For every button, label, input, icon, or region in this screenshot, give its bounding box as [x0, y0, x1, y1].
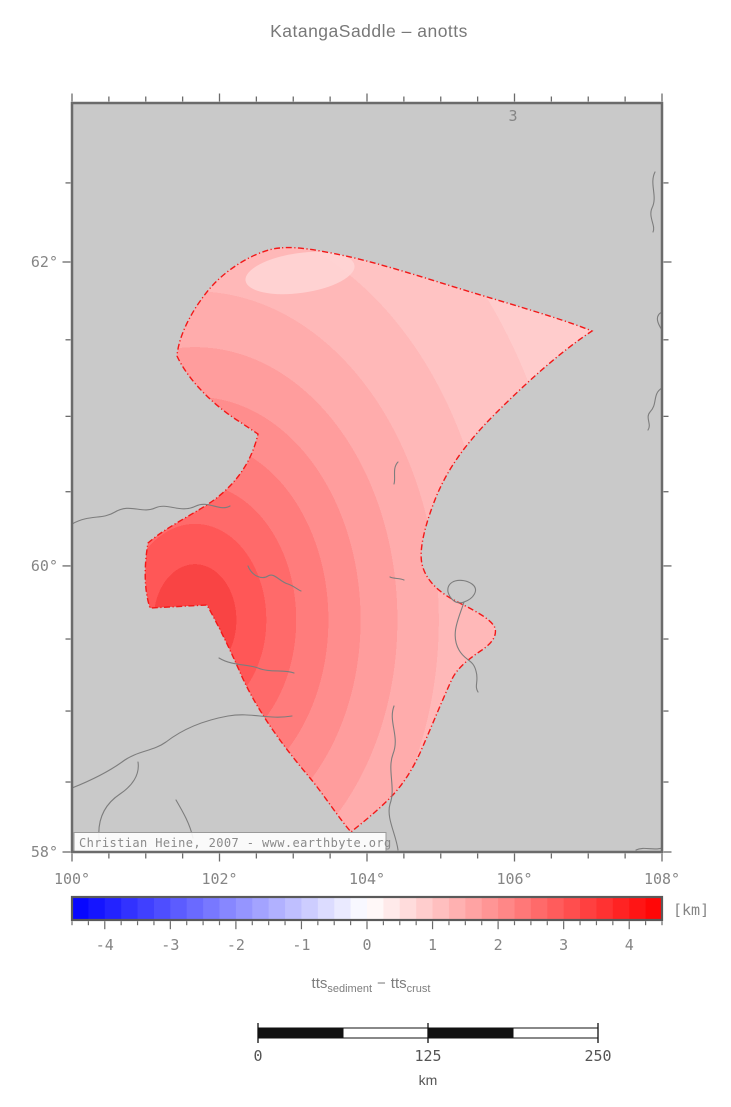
colorbar-cell: [629, 897, 647, 920]
colorbar-cell: [88, 897, 106, 920]
colorbar-cell: [72, 897, 89, 920]
colorbar-cell: [350, 897, 368, 920]
river-line: [72, 714, 293, 789]
lon-tick-label: 108°: [644, 870, 680, 888]
colorbar-cell: [530, 897, 548, 920]
axis-ticks: 100° 102° 104° 106° 108° 58° 60° 62°: [31, 93, 680, 888]
quantity-term1-sub: sediment: [327, 983, 372, 995]
scale-bar-segment: [427, 1027, 514, 1039]
colorbar-cell: [498, 897, 516, 920]
colorbar-cell: [481, 897, 499, 920]
colorbar-cell: [580, 897, 598, 920]
colorbar-cell: [235, 897, 253, 920]
colorbar-cell: [203, 897, 221, 920]
attribution-box: [73, 832, 387, 852]
river-line: [98, 761, 139, 847]
colorbar-frame: [70, 895, 664, 922]
colorbar-cell: [317, 897, 335, 920]
river-line: [650, 171, 656, 233]
colorbar-cell: [596, 897, 614, 920]
colorbar-tick-label: -2: [227, 936, 245, 954]
anomaly-region-outline: [144, 246, 594, 833]
river-line: [388, 705, 399, 851]
colorbar-tick-label: 0: [362, 936, 371, 954]
colorbar-ticks: [71, 921, 663, 930]
colorbar-cell: [547, 897, 565, 920]
colorbar-tick-label: 2: [494, 936, 503, 954]
colorbar-cell: [301, 897, 319, 920]
page-title: KatangaSaddle – anotts: [270, 21, 468, 41]
colorbar-cell: [399, 897, 417, 920]
scale-bar-label: 125: [414, 1047, 441, 1065]
river-line: [647, 387, 662, 431]
colorbar-cell: [219, 897, 237, 920]
colorbar-tick-label: -1: [292, 936, 310, 954]
colorbar-cell: [334, 897, 352, 920]
colorbar-cell: [448, 897, 466, 920]
colorbar-cell: [432, 897, 450, 920]
scale-bar-segment: [512, 1027, 599, 1039]
attribution-text: Christian Heine, 2007 - www.earthbyte.or…: [79, 836, 392, 850]
colorbar-cell: [252, 897, 270, 920]
colorbar-cell: [104, 897, 122, 920]
colorbar-cell: [285, 897, 303, 920]
colorbar-cell: [514, 897, 532, 920]
lon-tick-label: 102°: [201, 870, 237, 888]
river-line: [218, 657, 295, 674]
quantity-separator: −: [377, 975, 386, 992]
map-frame: [70, 101, 664, 854]
lat-tick-label: 60°: [31, 557, 58, 575]
colorbar-cell: [465, 897, 483, 920]
colorbar-cell: [121, 897, 139, 920]
colorbar-cell: [612, 897, 630, 920]
quantity-term1: tts: [312, 975, 328, 992]
contour-label: 3: [508, 107, 517, 125]
river-line: [447, 579, 479, 693]
colorbar-cell: [170, 897, 188, 920]
colorbar-cell: [268, 897, 286, 920]
colorbar-cell: [383, 897, 401, 920]
colorbar-tick-label: -4: [96, 936, 114, 954]
colorbar-cell: [645, 897, 663, 920]
lon-tick-label: 100°: [54, 870, 90, 888]
colorbar-cell: [563, 897, 581, 920]
map-content: 3 Christian Heine, 2007 - www.earthbyte.…: [72, 107, 662, 852]
light-band-patch: [245, 251, 355, 295]
scale-bar-label: 250: [584, 1047, 611, 1065]
colorbar-unit-label: [km]: [673, 901, 709, 919]
lon-tick-label: 104°: [349, 870, 385, 888]
scale-bar-segment: [342, 1027, 429, 1039]
lon-tick-label: 106°: [496, 870, 532, 888]
lat-tick-label: 62°: [31, 253, 58, 271]
lat-tick-label: 58°: [31, 843, 58, 861]
quantity-term2: tts: [391, 975, 407, 992]
anomaly-region-fill: [145, 247, 592, 832]
colorbar-cell: [153, 897, 171, 920]
quantity-label: ttssediment − ttscrust: [312, 975, 431, 995]
river-line: [72, 503, 231, 525]
colorbar-cell: [137, 897, 155, 920]
colorbar-cell: [367, 897, 384, 920]
colorbar-cell: [416, 897, 434, 920]
colorbar-tick-label: -3: [161, 936, 179, 954]
river-line: [635, 847, 662, 851]
colorbar-tick-label: 4: [625, 936, 634, 954]
river-line: [393, 461, 399, 485]
scale-bar: 0 125 250: [253, 1023, 612, 1065]
river-line: [389, 576, 405, 581]
colorbar-tick-label: 1: [428, 936, 437, 954]
colorbar-tick-label: 3: [559, 936, 568, 954]
scale-bar-unit: km: [419, 1072, 438, 1088]
colorbar: [72, 897, 663, 920]
colorbar-cell: [186, 897, 204, 920]
river-line: [247, 565, 302, 592]
quantity-term2-sub: crust: [407, 983, 431, 995]
scale-bar-segment: [257, 1027, 344, 1039]
colorbar-tick-labels: -4 -3 -2 -1 0 1 2 3 4: [96, 936, 634, 954]
scale-bar-label: 0: [253, 1047, 262, 1065]
